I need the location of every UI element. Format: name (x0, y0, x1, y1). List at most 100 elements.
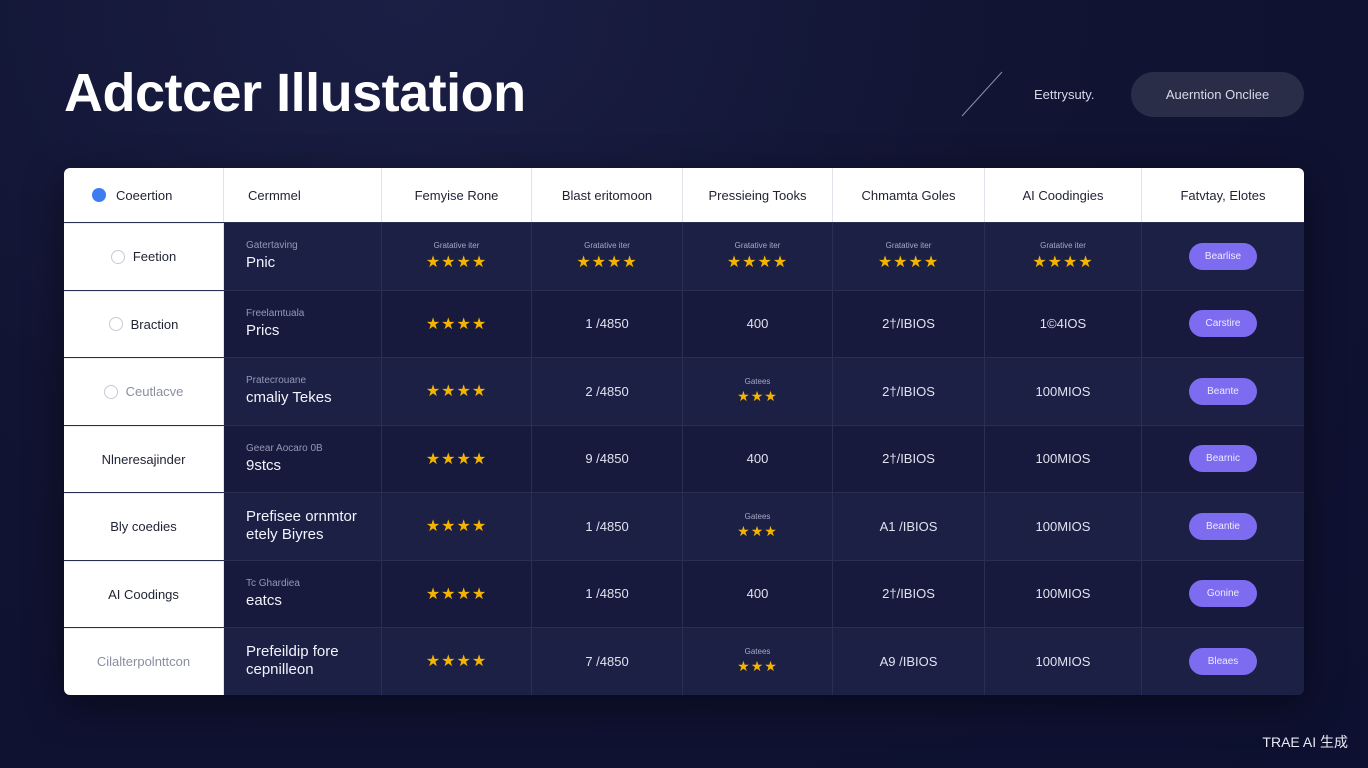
row-header-label: AI Coodings (108, 586, 179, 602)
value-cell: 100MIOS (985, 425, 1142, 492)
cell-value: 1 /4850 (585, 316, 629, 332)
rating-caption: Gatees (744, 647, 771, 657)
cell-value: 2†/IBIOS (882, 316, 935, 332)
value-cell: 100MIOS (985, 358, 1142, 425)
row-header[interactable]: Cilalterpolnttcon (64, 628, 224, 695)
row-header[interactable]: AI Coodings (64, 560, 224, 627)
value-cell: 2†/IBIOS (833, 290, 985, 357)
star-rating-icon: ★★★ (737, 388, 778, 405)
divider-slash-icon (961, 71, 1003, 117)
cell-value: 400 (746, 451, 769, 467)
value-cell: 1 /4850 (532, 560, 683, 627)
row-header[interactable]: Nlneresajinder (64, 425, 224, 492)
column-header-5[interactable]: Chmamta Goles (833, 168, 985, 222)
star-rating-icon: ★★★★ (425, 585, 488, 603)
name-cell: Geear Aocaro 0B 9stcs (224, 425, 382, 492)
comparison-table: Coeertion Cermmel Femyise Rone Blast eri… (64, 168, 1304, 695)
column-header-4[interactable]: Pressieing Tooks (683, 168, 833, 222)
value-cell: Gatees ★★★ (683, 628, 833, 695)
header-link[interactable]: Eettrysuty. (1034, 87, 1095, 102)
star-rating-icon: ★★★ (737, 658, 778, 675)
cell-value: 400 (746, 316, 769, 332)
rating-caption: Gratative iter (885, 240, 932, 250)
row-action-button[interactable]: Bearlise (1189, 242, 1257, 270)
value-cell: 1 /4850 (532, 290, 683, 357)
star-rating-icon: ★★★★ (425, 518, 488, 536)
action-cell: Carstire (1142, 290, 1304, 357)
star-rating-icon: ★★★★ (425, 653, 488, 671)
row-header[interactable]: Bly coedies (64, 493, 224, 560)
name-caption: Gatertaving (246, 240, 298, 252)
cell-value: 2†/IBIOS (882, 586, 935, 602)
action-cell: Bleaes (1142, 628, 1304, 695)
column-header-3[interactable]: Blast eritomoon (532, 168, 683, 222)
column-header-6[interactable]: AI Coodingies (985, 168, 1142, 222)
star-rating-icon: ★★★★ (1032, 253, 1094, 271)
rating-cell: Gratative iter ★★★★ (382, 223, 532, 290)
cell-value: A1 /IBIOS (879, 518, 938, 534)
radio-ring-icon (103, 384, 118, 399)
star-rating-icon: ★★★★ (425, 253, 488, 271)
table-body: Feetion Gatertaving Pnic Gratative iter ★★★★… (64, 222, 1304, 695)
value-cell: 2†/IBIOS (833, 425, 985, 492)
column-header-0[interactable]: Coeertion (64, 168, 224, 222)
value-cell: 2†/IBIOS (833, 358, 985, 425)
name-cell: Gatertaving Pnic (224, 223, 382, 290)
row-header[interactable]: Ceutlacve (64, 358, 224, 425)
value-cell: Gatees ★★★ (683, 358, 833, 425)
value-cell: Gratative iter ★★★★ (683, 223, 833, 290)
cell-value: 100MIOS (1035, 518, 1091, 534)
table-row: Cilalterpolnttcon Prefeildip fore cepnille… (64, 627, 1304, 695)
row-action-button[interactable]: Bleaes (1189, 647, 1257, 675)
value-cell: 1©4IOS (985, 290, 1142, 357)
row-action-button[interactable]: Bearnic (1189, 445, 1257, 473)
column-header-2[interactable]: Femyise Rone (382, 168, 532, 222)
value-cell: 2 /4850 (532, 358, 683, 425)
cell-value: 400 (746, 586, 769, 602)
name-cell: Pratecrouane cmaliy Tekes (224, 358, 382, 425)
value-cell: Gratative iter ★★★★ (985, 223, 1142, 290)
row-action-button[interactable]: Beante (1189, 377, 1257, 405)
action-cell: Bearnic (1142, 425, 1304, 492)
rating-cell: ★★★★ (382, 560, 532, 627)
value-cell: 100MIOS (985, 493, 1142, 560)
star-rating-icon: ★★★ (737, 523, 778, 540)
name-value: eatcs (246, 591, 282, 609)
cell-value: 2†/IBIOS (882, 383, 935, 399)
value-cell: 9 /4850 (532, 425, 683, 492)
cell-value: 1 /4850 (585, 518, 629, 534)
row-header-label: Feetion (132, 249, 177, 265)
name-value: Prefisee ornmtor etely Biyres (246, 508, 357, 544)
name-value: 9stcs (246, 456, 282, 474)
cell-value: 2†/IBIOS (882, 451, 935, 467)
column-header-7[interactable]: Fatvtay, Elotes (1180, 187, 1266, 203)
radio-ring-icon (108, 317, 123, 332)
value-cell: A1 /IBIOS (833, 493, 985, 560)
value-cell: 1 /4850 (532, 493, 683, 560)
row-action-button[interactable]: Beantie (1189, 512, 1257, 540)
row-header[interactable]: Feetion (64, 223, 224, 290)
star-rating-icon: ★★★★ (726, 253, 789, 271)
name-caption: Geear Aocaro 0B (246, 442, 323, 454)
cell-value: 100MIOS (1035, 586, 1091, 602)
row-action-button[interactable]: Carstire (1189, 310, 1257, 338)
name-value: cmaliy Tekes (246, 389, 332, 407)
table-row: Ceutlacve Pratecrouane cmaliy Tekes ★★★★ 2 /… (64, 357, 1304, 425)
table-row: Feetion Gatertaving Pnic Gratative iter ★★★★… (64, 222, 1304, 290)
row-action-button[interactable]: Gonine (1189, 580, 1257, 608)
rating-caption: Gratative iter (433, 240, 480, 250)
cell-value: 2 /4850 (585, 383, 629, 399)
name-value: Pnic (246, 254, 276, 272)
value-cell: 2†/IBIOS (833, 560, 985, 627)
value-cell: 100MIOS (985, 628, 1142, 695)
cell-value: 1 /4850 (585, 586, 629, 602)
table-row: Nlneresajinder Geear Aocaro 0B 9stcs ★★★★ 9 … (64, 424, 1304, 492)
action-cell: Beante (1142, 358, 1304, 425)
table-row: AI Coodings Tc Ghardiea eatcs ★★★★ 1 /4850 40… (64, 559, 1304, 627)
value-cell: 100MIOS (985, 560, 1142, 627)
header-action-button[interactable]: Auerntion Oncliee (1131, 72, 1304, 117)
name-cell: Prefisee ornmtor etely Biyres (224, 493, 382, 560)
row-header[interactable]: Braction (64, 290, 224, 357)
column-header-1[interactable]: Cermmel (224, 168, 382, 222)
name-caption: Tc Ghardiea (246, 577, 300, 589)
